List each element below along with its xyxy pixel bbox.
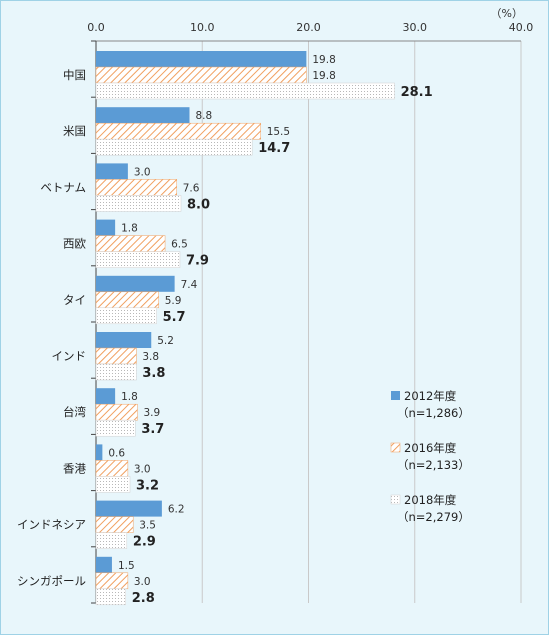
category-label: シンガポール [17,574,86,588]
x-tick-label: 30.0 [403,21,428,34]
legend-series-name: 2016年度 [404,441,457,455]
data-label: 7.4 [181,279,198,291]
legend-sample-size: （n=2,133） [397,458,470,472]
data-label: 1.8 [121,223,138,235]
bar-2018 [95,251,181,268]
data-label: 2.9 [133,535,156,550]
bar-2016 [95,347,137,365]
bar-2016 [95,235,166,252]
bar-2012 [96,444,103,461]
data-label: 5.7 [163,310,186,325]
bar-2012 [96,388,116,405]
bar-2012 [96,275,175,292]
legend-swatch [390,442,401,453]
data-label: 3.0 [134,576,151,588]
x-tick-label: 20.0 [296,21,321,34]
axes: 0.0 10.0 20.0 30.0 40.0（%） [87,7,534,604]
data-label: 3.9 [143,407,160,419]
data-label: 3.7 [141,422,164,437]
bar-2018 [95,532,128,549]
category-label: 台湾 [63,405,86,419]
data-label: 6.2 [168,504,185,516]
legend-swatch [390,494,401,505]
category-label: 西欧 [63,237,86,251]
bar-2016 [95,291,159,309]
bar-2012 [96,51,307,67]
bar-2018 [95,363,137,381]
bar-2016 [95,122,261,140]
data-label: 28.1 [401,85,433,100]
data-label: 3.0 [134,463,151,475]
data-label: 7.6 [183,182,200,194]
bar-2018 [95,476,131,493]
bar-2018 [95,138,253,156]
data-label: 15.5 [267,126,290,138]
bar-2012 [96,163,128,180]
legend-swatch [391,391,400,400]
data-label: 19.8 [312,70,335,82]
bar-2018 [95,307,157,325]
bar-2012 [96,556,112,573]
labels: 中国 19.8 19.8 28.1 米国 8.8 15.5 14.7 ベトナム 3.0 7.6 8.0… [17,54,433,606]
bar-2018 [95,82,395,100]
data-label: 8.8 [196,110,213,122]
category-label: ベトナム [40,180,86,194]
bar-2016 [95,66,307,84]
bar-2016 [95,179,177,196]
bar-2016 [95,460,129,477]
grid-lines [201,41,522,603]
unit-label: （%） [491,7,523,20]
data-label: 5.9 [165,295,182,307]
legend-sample-size: （n=2,279） [397,510,470,524]
data-label: 3.5 [139,520,156,532]
category-label: タイ [63,293,86,307]
data-label: 14.7 [258,141,290,156]
bar-2018 [95,195,182,212]
data-label: 5.2 [157,335,174,347]
data-label: 3.8 [142,366,165,381]
bar-2018 [95,419,136,437]
category-label: 香港 [63,461,86,475]
bar-2012 [96,107,190,124]
bar-2012 [96,219,116,236]
x-tick-label: 10.0 [190,21,215,34]
data-label: 3.8 [142,351,159,363]
data-label: 3.2 [136,478,159,493]
bar-2016 [95,403,138,421]
category-label: 中国 [63,68,86,82]
data-label: 7.9 [186,254,209,269]
data-label: 1.8 [121,391,138,403]
category-label: 米国 [63,124,86,138]
category-label: インドネシア [17,518,86,532]
x-tick-label: 40.0 [509,21,534,34]
data-label: 6.5 [171,239,188,251]
bar-2016 [95,572,129,590]
legend: 2012年度 （n=1,286） 2016年度 （n=2,133） 2018年度 （n=2… [390,389,470,524]
bars [95,51,395,606]
data-label: 2.8 [132,591,155,606]
bar-2012 [96,500,162,517]
bar-2016 [95,516,134,533]
bar-2018 [95,588,126,606]
data-label: 19.8 [312,54,335,66]
legend-series-name: 2018年度 [404,493,457,507]
x-tick-label: 0.0 [87,21,105,34]
data-label: 1.5 [118,560,135,572]
legend-sample-size: （n=1,286） [397,406,470,420]
data-label: 3.0 [134,166,151,178]
category-label: インド [52,349,87,363]
bar-2012 [96,332,152,348]
data-label: 0.6 [108,447,125,459]
data-label: 8.0 [187,197,210,212]
legend-series-name: 2012年度 [404,389,457,403]
